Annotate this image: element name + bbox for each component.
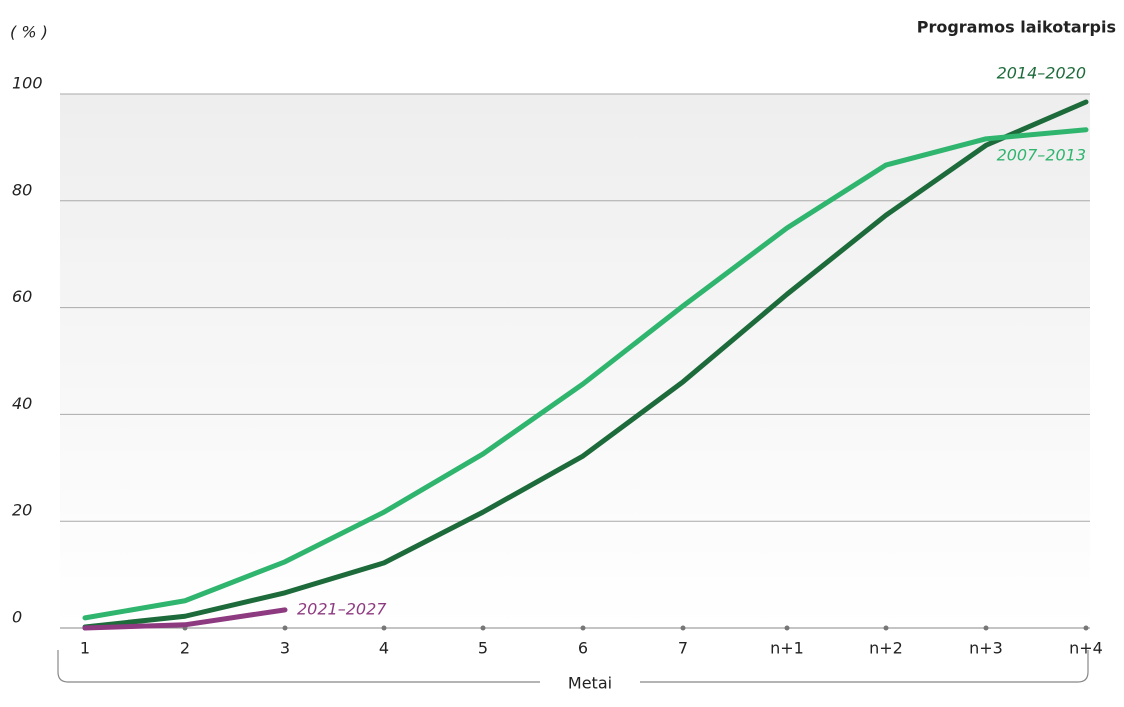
- x-tick-dot: [1083, 625, 1089, 631]
- x-tick-dot: [680, 625, 686, 631]
- y-tick-label: 40: [12, 394, 32, 413]
- x-tick-label: n+1: [770, 639, 804, 658]
- series-line: [82, 127, 1089, 621]
- series-label: 2007–2013: [997, 145, 1086, 164]
- x-tick-label: 2: [180, 639, 190, 658]
- x-tick-dot: [580, 625, 586, 631]
- x-tick-dot: [381, 625, 387, 631]
- x-tick-label: n+3: [969, 639, 1003, 658]
- x-tick-label: n+4: [1069, 639, 1103, 658]
- x-tick-label: 6: [578, 639, 588, 658]
- series-line: [82, 607, 288, 631]
- x-tick-dot: [282, 625, 288, 631]
- series-label: 2014–2020: [997, 64, 1086, 83]
- y-axis-label: ( % ): [10, 23, 48, 42]
- x-tick-dot: [784, 625, 790, 631]
- y-tick-label: 0: [12, 608, 22, 627]
- y-tick-label: 60: [12, 287, 32, 306]
- series-line: [82, 99, 1089, 630]
- y-tick-label: 80: [12, 180, 32, 199]
- x-tick-label: 5: [478, 639, 488, 658]
- plot-background: [60, 94, 1090, 628]
- x-bracket: [57, 650, 1089, 683]
- x-tick-label: n+2: [869, 639, 903, 658]
- x-tick-label: 7: [678, 639, 688, 658]
- y-tick-label: 20: [12, 501, 32, 520]
- chart-title: Programos laikotarpis: [917, 18, 1116, 37]
- x-tick-label: 4: [379, 639, 389, 658]
- series-label: 2021–2027: [297, 599, 387, 618]
- x-tick-dot: [480, 625, 486, 631]
- x-tick-dot: [883, 625, 889, 631]
- x-tick-label: 1: [80, 639, 90, 658]
- x-tick-dot: [983, 625, 989, 631]
- x-tick-label: 3: [280, 639, 290, 658]
- x-axis-label: Metai: [568, 674, 612, 693]
- y-tick-label: 100: [12, 74, 43, 93]
